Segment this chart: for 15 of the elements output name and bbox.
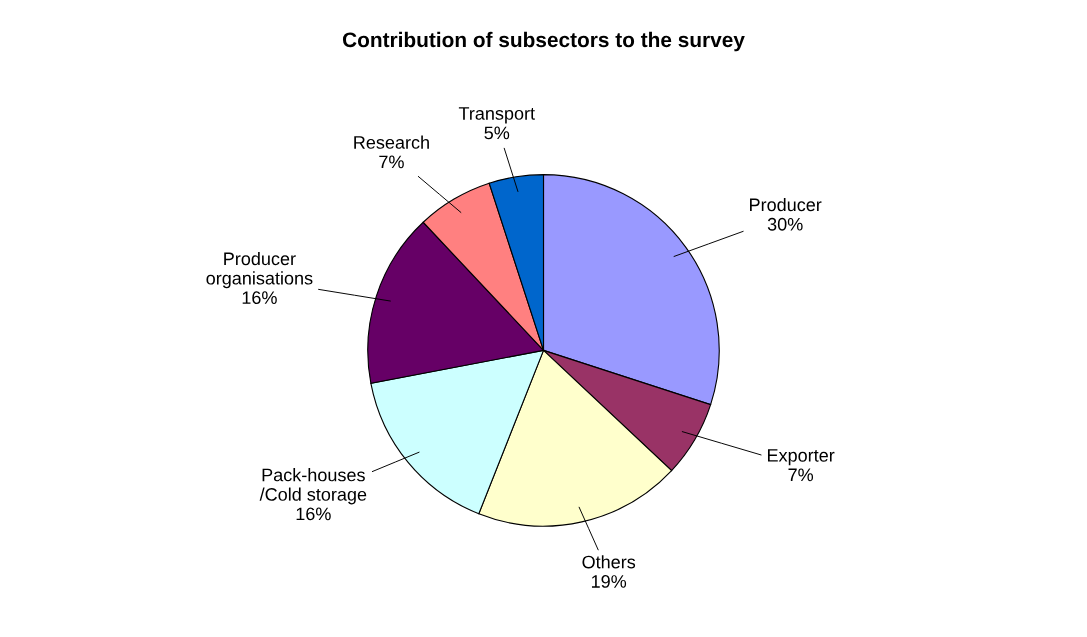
slice-label: Research	[354, 135, 429, 149]
slice-label: Exporter	[767, 449, 835, 466]
slice-label: Pack-houses /Cold storage	[259, 468, 367, 505]
data-label: 19%	[591, 575, 627, 588]
data-label: 7%	[379, 155, 404, 169]
slice-label: Producer organisations	[206, 251, 313, 289]
data-label: 16%	[242, 291, 277, 305]
data-label: 7%	[788, 468, 814, 482]
data-label: 5%	[484, 126, 510, 140]
slice-label: Transport	[458, 107, 535, 124]
chart-title: Contribution of subsectors to the survey	[342, 31, 745, 52]
slice-label: Producer	[750, 197, 822, 212]
data-label: 30%	[767, 217, 803, 231]
slice-label: Others	[582, 555, 636, 569]
data-label: 16%	[296, 507, 331, 521]
